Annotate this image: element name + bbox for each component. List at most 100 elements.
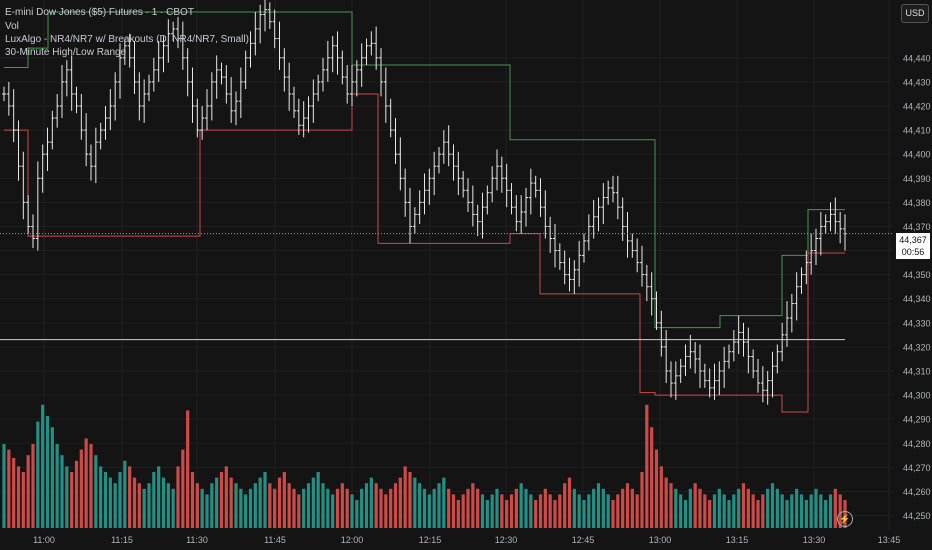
volume-bar	[476, 488, 480, 528]
volume-bar	[485, 500, 489, 528]
volume-bar	[331, 494, 335, 528]
time-tick-label: 12:45	[572, 535, 595, 545]
volume-bar	[74, 460, 79, 528]
volume-bar	[422, 488, 427, 528]
volume-bar	[679, 494, 683, 528]
price-bars	[2, 0, 847, 405]
volume-bar	[142, 488, 146, 528]
volume-bar	[21, 472, 25, 528]
volume-bar	[181, 449, 185, 528]
volume-bar	[190, 472, 195, 528]
price-tick-label: 44,330	[903, 318, 931, 328]
volume-bar	[645, 404, 649, 528]
volume-bar	[36, 421, 40, 528]
time-axis: 11:00 11:15 11:30 11:45 12:00 12:15 12:30 12:45…	[33, 535, 900, 545]
volume-bar	[795, 488, 799, 528]
volume-bar	[374, 483, 378, 528]
volume-bar	[432, 488, 436, 528]
volume-bar	[722, 494, 726, 528]
volume-bars	[2, 404, 847, 528]
volume-bar	[12, 458, 16, 528]
volume-bar	[737, 488, 741, 528]
time-tick-label: 13:00	[649, 535, 672, 545]
volume-indicator-label[interactable]: Vol	[5, 21, 19, 32]
price-tick-label: 44,340	[903, 294, 931, 304]
time-tick-label: 12:30	[495, 535, 518, 545]
volume-bar	[418, 483, 422, 528]
price-tick-label: 44,280	[903, 439, 931, 449]
volume-bar	[31, 444, 35, 528]
volume-bar	[630, 488, 634, 528]
volume-bar	[442, 477, 446, 528]
volume-bar	[543, 488, 547, 528]
volume-bar	[611, 500, 615, 528]
volume-bar	[45, 416, 50, 528]
volume-bar	[389, 488, 393, 528]
volume-bar	[780, 494, 784, 528]
volume-bar	[558, 494, 562, 528]
volume-bar	[471, 483, 475, 528]
volume-bar	[200, 488, 204, 528]
price-tick-label: 44,380	[903, 198, 931, 208]
volume-bar	[524, 488, 528, 528]
volume-bar	[287, 483, 291, 528]
price-tick-label: 44,250	[903, 511, 931, 521]
nr4-nr7-indicator-label[interactable]: LuxAlgo - NR4/NR7 w/ Breakouts (D, NR4/N…	[5, 34, 249, 45]
volume-bar	[345, 488, 349, 528]
volume-bar	[761, 494, 765, 528]
range-indicator-label[interactable]: 30-Minute High/Low Range	[5, 47, 127, 58]
volume-bar	[746, 488, 750, 528]
volume-bar	[625, 483, 630, 528]
price-tick-label: 44,310	[903, 367, 931, 377]
volume-bar	[741, 483, 746, 528]
volume-bar	[640, 472, 644, 528]
volume-bar	[340, 483, 344, 528]
volume-bar	[282, 472, 286, 528]
bar-countdown: 00:56	[901, 247, 925, 257]
lightning-icon[interactable]: ⚡	[837, 511, 853, 527]
volume-bar	[582, 500, 586, 528]
volume-bar	[587, 494, 591, 528]
time-tick-label: 13:15	[726, 535, 749, 545]
volume-bar	[717, 488, 721, 528]
volume-bar	[514, 488, 518, 528]
volume-bar	[108, 477, 112, 528]
price-tick-label: 44,300	[903, 391, 931, 401]
volume-bar	[751, 494, 755, 528]
volume-bar	[186, 410, 190, 528]
volume-bar	[664, 477, 668, 528]
currency-button[interactable]: USD	[901, 4, 929, 23]
volume-bar	[369, 477, 373, 528]
time-tick-label: 12:15	[419, 535, 442, 545]
volume-bar	[403, 466, 407, 528]
price-tick-label: 44,400	[903, 150, 931, 160]
volume-bar	[70, 472, 74, 528]
volume-bar	[398, 477, 402, 528]
volume-bar	[592, 488, 596, 528]
volume-bar	[26, 455, 30, 528]
time-tick-label: 11:45	[264, 535, 286, 545]
volume-bar	[505, 500, 509, 528]
volume-bar	[210, 483, 214, 528]
volume-bar	[799, 494, 804, 528]
volume-bar	[103, 472, 108, 528]
volume-bar	[393, 483, 398, 528]
volume-bar	[804, 500, 808, 528]
volume-bar	[273, 488, 277, 528]
volume-bar	[596, 483, 601, 528]
volume-bar	[519, 483, 523, 528]
price-tick-label: 44,260	[903, 487, 931, 497]
volume-bar	[229, 477, 233, 528]
price-tick-label: 44,420	[903, 102, 931, 112]
volume-bar	[355, 500, 359, 528]
volume-bar	[311, 477, 315, 528]
volume-bar	[205, 494, 209, 528]
volume-bar	[297, 494, 301, 528]
volume-bar	[384, 494, 388, 528]
volume-bar	[79, 449, 83, 528]
last-price-tag: 44,367 00:56	[896, 233, 930, 259]
volume-bar	[732, 494, 736, 528]
symbol-title[interactable]: E-mini Dow Jones ($5) Futures · 1 · CBOT	[5, 7, 194, 18]
volume-bar	[447, 488, 451, 528]
